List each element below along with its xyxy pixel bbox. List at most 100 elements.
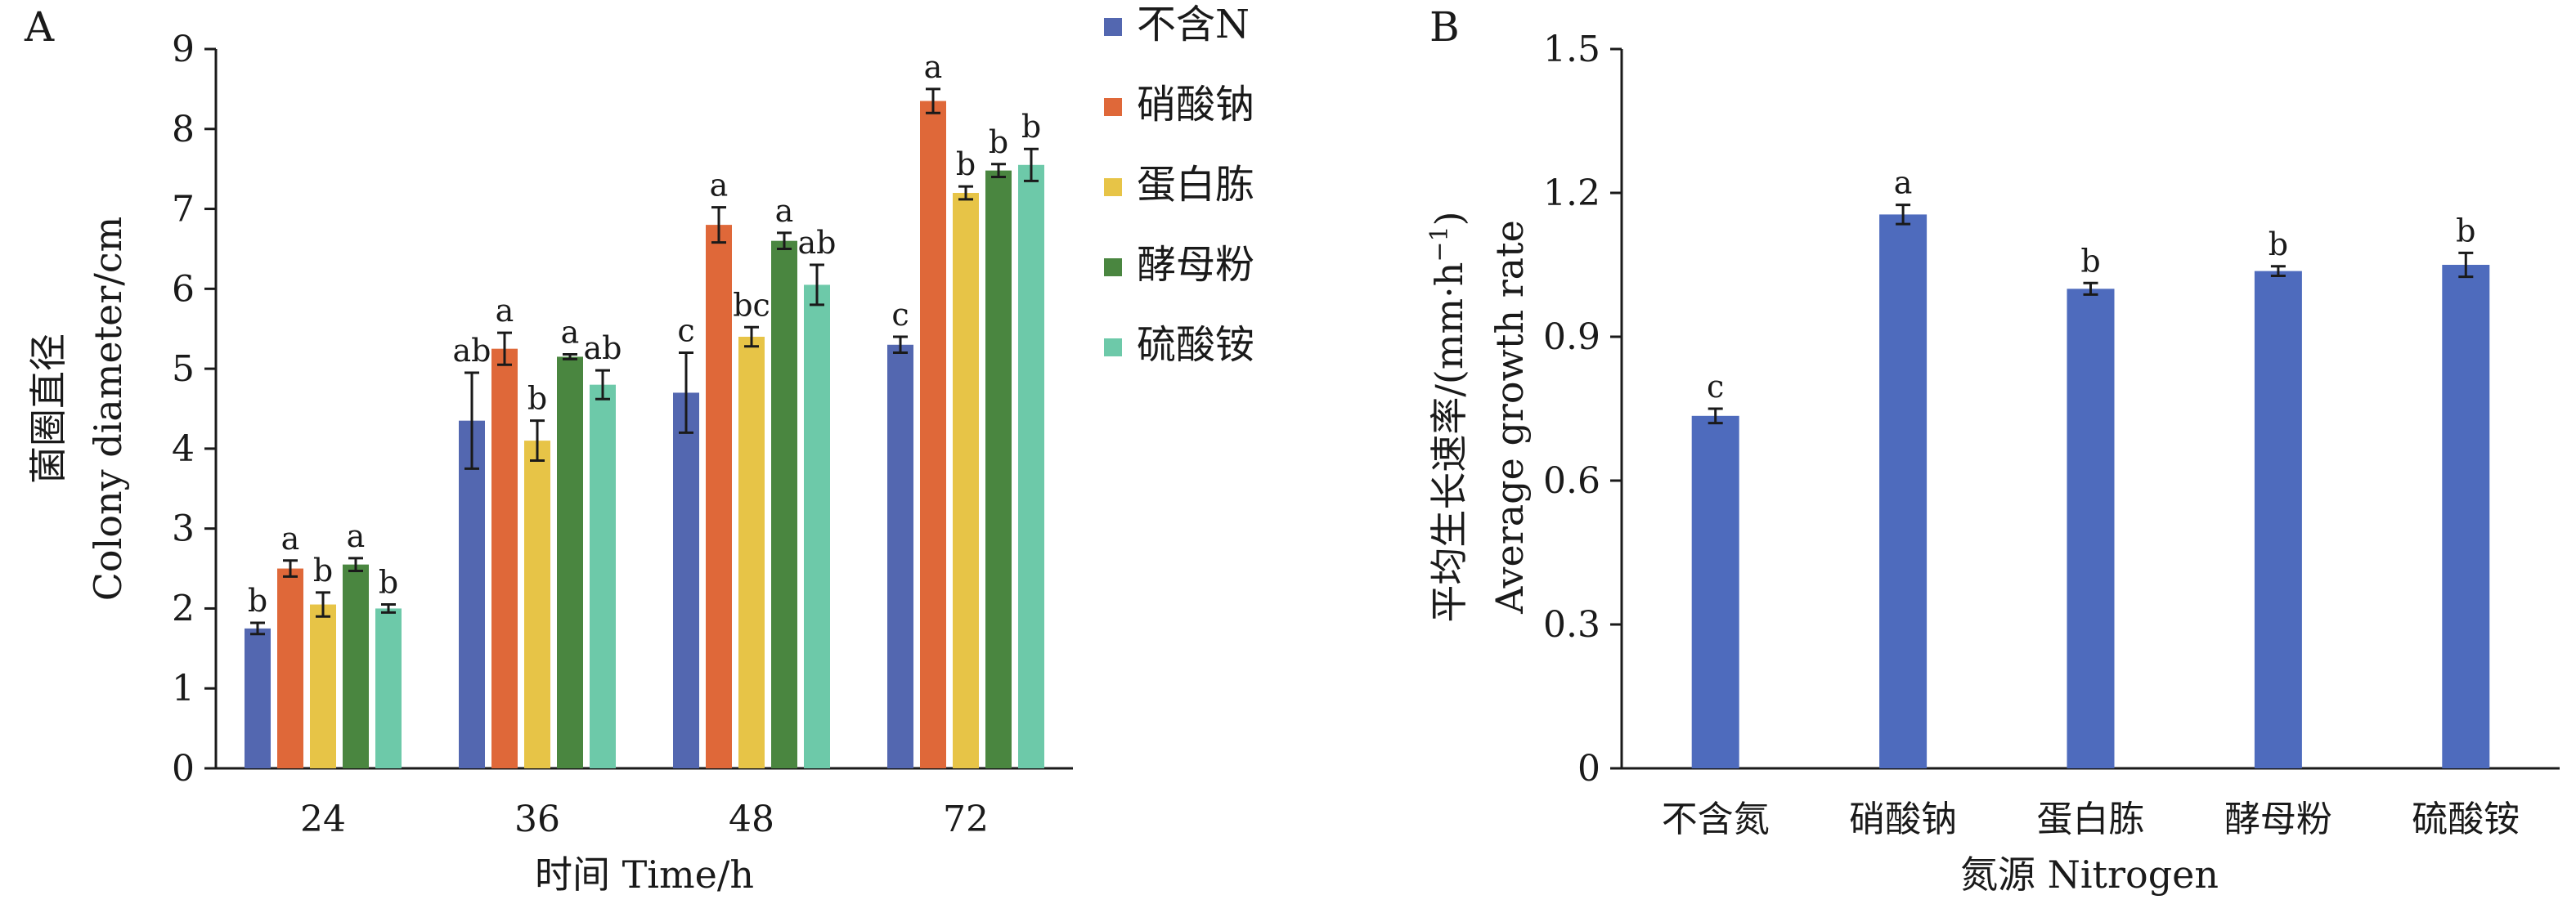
panel-a-ytick-label-9: 9 [172, 29, 195, 70]
panel-a-sig-label-s2-c1: b [527, 381, 547, 417]
panel-a-xtick-label-3: 72 [943, 799, 989, 840]
panel-b-y-title-main: 平均生长速率/(mm·h [1427, 262, 1471, 623]
panel-a-x-axis-title: 时间 Time/h [535, 853, 754, 897]
panel-a-bar-s4-c1 [590, 384, 616, 768]
panel-b-xtick-label-0: 不含氮 [1662, 799, 1770, 840]
panel-b-y-title-close: ) [1427, 211, 1471, 226]
panel-a-bar-s3-c2 [771, 240, 797, 769]
panel-b-xtick-label-3: 酵母粉 [2224, 799, 2332, 840]
panel-a-sig-label-s1-c3: a [924, 49, 943, 85]
panel-a-bar-s1-c0 [277, 568, 303, 768]
panel-a-yticks: 0 1 2 3 4 5 6 7 8 9 [172, 29, 216, 790]
panel-a-errorbar-s4-c0 [381, 603, 396, 614]
panel-b-ytick-label-3: 0.9 [1543, 316, 1600, 358]
panel-b-ytick-label-4: 1.2 [1543, 172, 1600, 214]
legend-swatch-0 [1104, 18, 1122, 36]
panel-b-xtick-label-1: 硝酸钠 [1849, 799, 1957, 840]
legend-label-4: 硫酸铵 [1137, 322, 1254, 368]
panel-a-sig-label-s3-c1: a [561, 315, 580, 351]
panel-a-ytick-label-4: 4 [172, 428, 195, 470]
panel-a-bar-s4-c0 [375, 608, 402, 768]
panel-b-sig-label-1: a [1894, 165, 1913, 201]
panel-a-ytick-label-2: 2 [172, 588, 195, 629]
panel-b-bar-1 [1879, 214, 1928, 768]
panel-a-xticks: 24 36 48 72 [300, 799, 989, 840]
panel-a-errorbar-s1-c0 [283, 559, 298, 578]
panel-b-bar-2 [2067, 289, 2115, 768]
panel-a-ytick-label-3: 3 [172, 508, 195, 550]
panel-a-errorbar-s4-c1 [595, 369, 610, 401]
panel-a-bar-s1-c3 [920, 101, 946, 769]
panel-a-sig-label-s0-c2: c [677, 313, 694, 349]
panel-a-sig-label-s2-c2: bc [733, 287, 770, 323]
panel-a-errorbar-s2-c1 [530, 419, 545, 463]
panel-a-sig-label-s1-c0: a [281, 521, 300, 557]
panel-a-bar-s2-c1 [524, 441, 550, 768]
panel-b-y-axis-title-cn: 平均生长速率/(mm·h−1) [1425, 211, 1471, 622]
panel-a-errorbar-s3-c0 [348, 557, 363, 572]
panel-b-errorbar-0 [1708, 407, 1723, 425]
panel-a-sig-label-s2-c3: b [956, 146, 976, 182]
panel-a-bar-s1-c2 [706, 225, 732, 769]
panel-b-sig-label-0: c [1707, 369, 1724, 405]
panel-a-sig-label-s2-c0: b [313, 553, 333, 589]
panel-a-errorbar-s1-c3 [926, 87, 940, 114]
panel-b-sig-label-4: b [2456, 213, 2475, 248]
panel-a-errorbar-s4-c3 [1024, 147, 1039, 182]
panel-a-sig-label-s0-c1: ab [453, 333, 491, 369]
panel-b-bars: c a b b b [1691, 165, 2490, 768]
panel-b-ytick-label-0: 0 [1577, 748, 1600, 790]
panel-b-sig-label-2: b [2080, 243, 2100, 279]
legend-label-3: 酵母粉 [1137, 242, 1254, 288]
panel-a-ytick-label-5: 5 [172, 348, 195, 390]
panel-a-sig-label-s3-c3: b [989, 124, 1008, 160]
panel-a-bar-s3-c3 [985, 170, 1012, 769]
panel-a-errorbar-s2-c3 [958, 185, 973, 201]
panel-b-ytick-label-5: 1.5 [1543, 29, 1600, 70]
panel-a-errorbar-s3-c1 [563, 353, 577, 360]
panel-b-ytick-label-1: 0.3 [1543, 604, 1600, 646]
legend-label-0: 不含N [1137, 2, 1250, 47]
panel-a-bar-s4-c2 [804, 284, 830, 768]
panel-a-errorbar-s0-c3 [893, 335, 908, 355]
panel-a-errorbar-s2-c2 [744, 325, 759, 348]
panel-a-errorbar-s0-c2 [679, 351, 693, 434]
legend-label-2: 蛋白胨 [1137, 162, 1254, 208]
panel-a-errorbar-s2-c0 [316, 591, 330, 618]
panel-b-xticks: 不含氮 硝酸钠 蛋白胨 酵母粉 硫酸铵 [1662, 799, 2520, 840]
panel-b-y-axis-title-en: Average growth rate [1488, 220, 1532, 615]
panel-a-sig-label-s0-c0: b [248, 583, 267, 619]
panel-a-sig-label-s4-c1: ab [584, 330, 622, 366]
panel-a-label: A [24, 3, 55, 51]
panel-b-label: B [1429, 3, 1460, 51]
panel-b-sig-label-3: b [2269, 226, 2288, 262]
panel-a-sig-label-s1-c2: a [710, 168, 729, 204]
panel-a-xtick-label-2: 48 [729, 799, 774, 840]
panel-a-bar-s0-c1 [459, 420, 485, 768]
panel-a-sig-label-s4-c0: b [379, 565, 398, 601]
legend-swatch-4 [1104, 338, 1122, 356]
panel-a-sig-label-s0-c3: c [891, 297, 909, 333]
panel-b-y-title-sup: −1 [1425, 226, 1454, 262]
legend-label-1: 硝酸钠 [1137, 82, 1254, 128]
panel-a-bar-s3-c0 [343, 564, 369, 768]
panel-b-errorbar-2 [2083, 281, 2098, 296]
panel-b-errorbar-3 [2270, 265, 2286, 277]
legend-swatch-2 [1104, 178, 1122, 196]
panel-a-errorbar-s0-c0 [250, 621, 265, 636]
panel-a-errorbar-s4-c2 [810, 263, 824, 307]
panel-a-xtick-label-0: 24 [300, 799, 346, 840]
panel-a-ytick-label-0: 0 [172, 748, 195, 790]
panel-a-sig-label-s4-c3: b [1021, 109, 1041, 145]
panel-a-bar-s0-c3 [887, 344, 913, 768]
panel-a-sig-label-s4-c2: ab [798, 225, 837, 261]
panel-a-ytick-label-7: 7 [172, 189, 195, 230]
panel-a-errorbar-s3-c3 [991, 163, 1006, 178]
legend-swatch-1 [1104, 98, 1122, 116]
panel-a-bar-s1-c1 [491, 348, 518, 769]
panel-a-ytick-label-8: 8 [172, 109, 195, 150]
panel-b: B 0 0.3 0.6 0.9 1.2 1.5 c a b b b 不含氮 硝酸钠 蛋白胨 酵母粉 硫酸铵… [1425, 3, 2560, 897]
